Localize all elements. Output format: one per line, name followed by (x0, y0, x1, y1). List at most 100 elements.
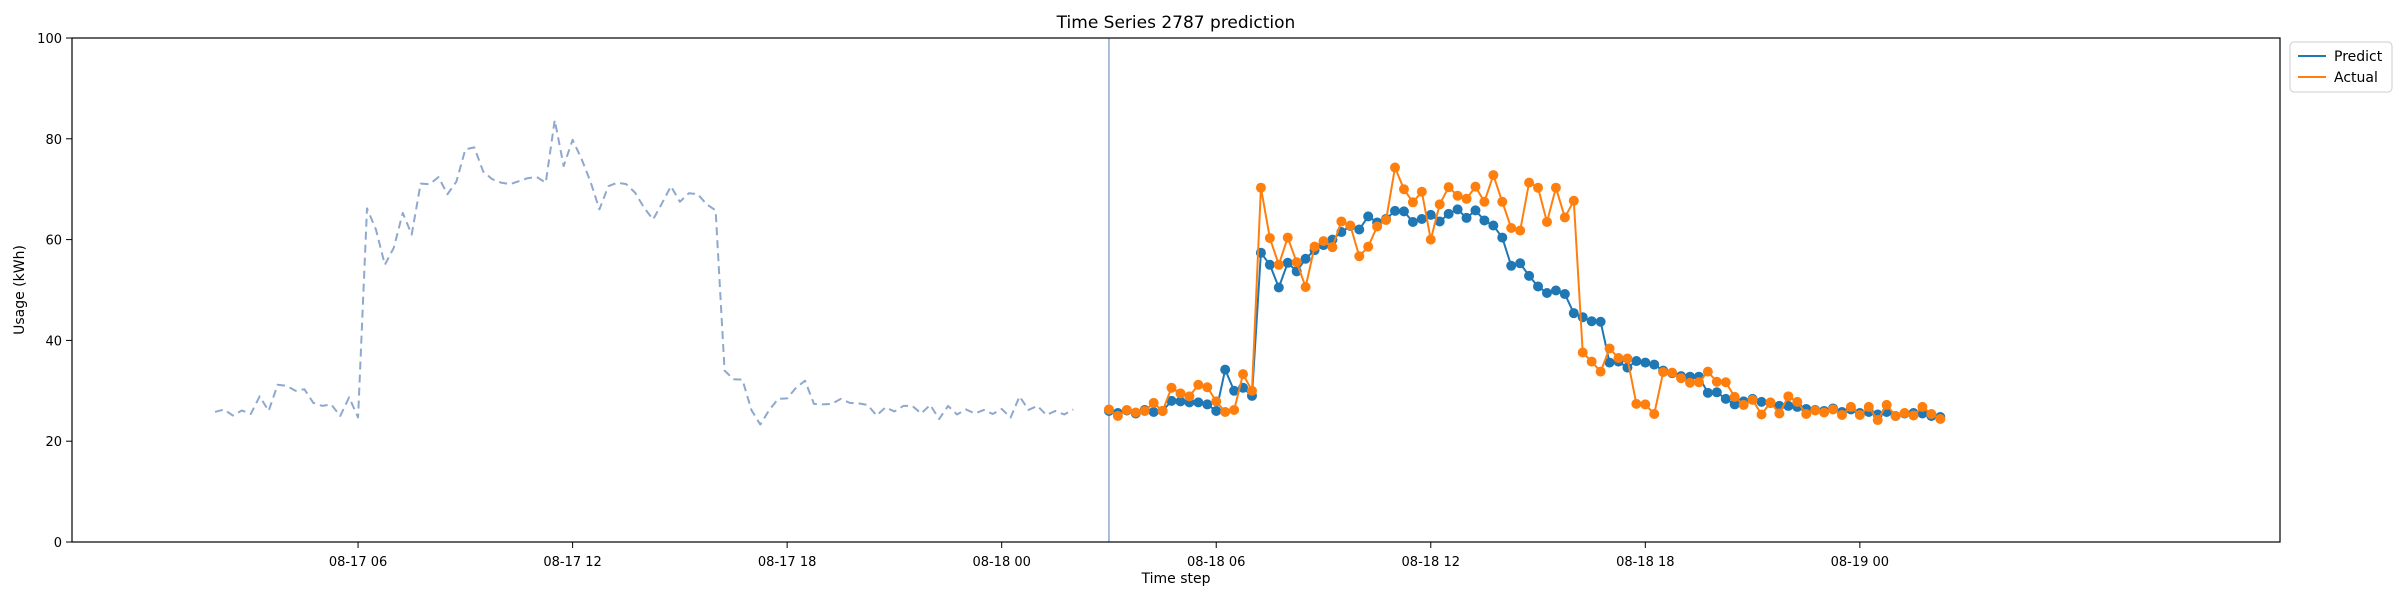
prediction-point (1229, 385, 1240, 396)
actual-point (1103, 404, 1114, 415)
actual-point (1649, 408, 1660, 419)
prediction-point (1649, 359, 1660, 370)
actual-point (1390, 162, 1401, 173)
chart-title: Time Series 2787 prediction (1056, 13, 1296, 33)
actual-point (1613, 353, 1624, 364)
prediction-point (1729, 399, 1740, 410)
actual-point (1524, 177, 1535, 188)
prediction-point (1282, 257, 1293, 268)
actual-point (1863, 401, 1874, 412)
prediction-point (1702, 387, 1713, 398)
actual-line (1108, 166, 1941, 422)
actual-point (1586, 356, 1597, 367)
actual-point (1881, 399, 1892, 410)
prediction-point (1434, 216, 1445, 227)
actual-point (1291, 257, 1302, 268)
prediction-point (1416, 213, 1427, 224)
actual-point (1488, 170, 1499, 181)
prediction-point (1524, 270, 1535, 281)
x-tick-label: 08-17 18 (758, 555, 816, 570)
actual-point (1345, 220, 1356, 231)
actual-point (1282, 232, 1293, 243)
prediction-point (1273, 282, 1284, 293)
legend-box (2289, 41, 2393, 93)
actual-point (1604, 343, 1615, 354)
actual-point (1559, 212, 1570, 223)
actual-point (1193, 379, 1204, 390)
actual-point (1845, 401, 1856, 412)
prediction-point (1533, 281, 1544, 292)
actual-point (1747, 394, 1758, 405)
actual-point (1112, 411, 1123, 421)
prediction-point (1577, 312, 1588, 323)
actual-point (1202, 382, 1213, 393)
prediction-point (1443, 208, 1454, 219)
actual-point (1765, 397, 1776, 408)
prediction-point (1398, 206, 1409, 217)
actual-point (1229, 404, 1240, 415)
actual-point (1550, 182, 1561, 193)
actual-point (1810, 405, 1821, 416)
actual-point (1685, 377, 1696, 388)
actual-point (1175, 388, 1186, 399)
actual-point (1622, 353, 1633, 364)
actual-point (1908, 410, 1919, 421)
actual-point (1515, 225, 1526, 236)
actual-point (1211, 396, 1222, 407)
actual-point (1497, 196, 1508, 207)
legend-label: Actual (2334, 70, 2378, 86)
actual-point (1819, 407, 1830, 418)
prediction-point (1595, 316, 1606, 327)
prediction-point (1470, 205, 1481, 216)
prediction-point (1506, 260, 1517, 271)
prediction-point (1461, 212, 1472, 223)
actual-point (1425, 234, 1436, 245)
actual-point (1506, 223, 1517, 234)
actual-point (1836, 409, 1847, 420)
actual-point (1533, 182, 1544, 193)
actual-point (1309, 241, 1320, 252)
prediction-point (1300, 253, 1311, 264)
prediction-point (1631, 356, 1642, 367)
actual-point (1774, 408, 1785, 419)
x-axis-title: Time step (1141, 571, 1211, 587)
prediction-point (1425, 209, 1436, 220)
prediction-point (1202, 399, 1213, 410)
actual-point (1658, 367, 1669, 378)
prediction-point (1193, 397, 1204, 408)
actual-point (1667, 367, 1678, 378)
actual-point (1577, 347, 1588, 358)
prediction-point (1604, 357, 1615, 368)
actual-point (1479, 196, 1490, 207)
prediction-point (1711, 387, 1722, 398)
actual-point (1470, 181, 1481, 192)
prediction-point (1720, 393, 1731, 404)
actual-point (1407, 197, 1418, 208)
prediction-point (1541, 288, 1552, 299)
prediction-point (1488, 220, 1499, 231)
actual-point (1872, 415, 1883, 426)
actual-point (1828, 404, 1839, 415)
actual-point (1792, 396, 1803, 407)
actual-point (1372, 221, 1383, 232)
actual-point (1148, 397, 1159, 408)
plot-frame (71, 37, 2281, 543)
prediction-point (1354, 224, 1365, 235)
prediction-point (1407, 216, 1418, 227)
prediction-point (1515, 258, 1526, 269)
legend: Predict Actual (2289, 41, 2393, 93)
plot-area: 0 20 40 60 80 100 08-17 06 08-17 12 08-17 18 08-1… (37, 32, 2281, 570)
actual-point (1184, 391, 1195, 402)
actual-point (1711, 376, 1722, 387)
x-tick-label: 08-18 18 (1616, 555, 1674, 570)
actual-point (1398, 184, 1409, 195)
x-tick-label: 08-19 00 (1831, 555, 1889, 570)
prediction-point (1550, 285, 1561, 296)
prediction-point (1220, 364, 1231, 375)
history-line (214, 119, 1074, 426)
actual-point (1381, 214, 1392, 225)
actual-point (1318, 236, 1329, 247)
y-tick-label: 20 (45, 435, 62, 450)
prediction-point (1452, 204, 1463, 215)
